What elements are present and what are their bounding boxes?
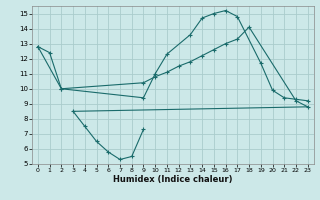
- X-axis label: Humidex (Indice chaleur): Humidex (Indice chaleur): [113, 175, 233, 184]
